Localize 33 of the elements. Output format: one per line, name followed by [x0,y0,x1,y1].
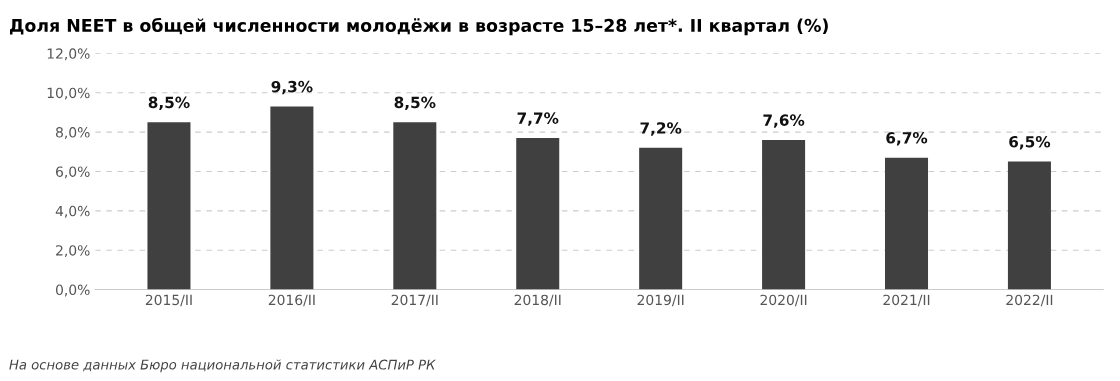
bar [639,147,683,290]
bar [1007,161,1051,290]
data-label: 7,6% [763,114,805,128]
bar [393,122,437,290]
y-tick-label: 4,0% [55,205,90,218]
data-label: 7,7% [517,112,559,126]
y-tick-label: 0,0% [55,284,90,297]
data-label: 9,3% [271,80,313,95]
bar [516,137,560,290]
chart-title: Доля NEET в общей численности молодёжи в возрасте 15–28 лет*. II квартал (%) [10,17,828,36]
x-tick-label: 2021/II [883,294,930,307]
bar [885,157,929,290]
bar [762,139,806,290]
y-tick-label: 6,0% [56,166,90,179]
x-tick-label: 2016/II [268,294,315,307]
x-tick-label: 2015/II [145,294,192,307]
x-tick-label: 2017/II [391,294,438,307]
y-tick-label: 10,0% [47,87,90,100]
x-tick-label: 2022/II [1006,294,1053,307]
bar [270,106,314,290]
y-tick-label: 2,0% [56,245,90,258]
data-label: 6,5% [1009,135,1051,150]
data-label: 8,5% [394,96,436,111]
x-tick-label: 2018/II [514,294,561,307]
text: На основе данных Бюро национальной статистики АСПиР РК [9,359,436,373]
data-label: 6,7% [886,132,928,146]
bar [147,122,191,290]
data-label: 8,5% [148,96,190,111]
data-label: 7,2% [640,122,682,136]
x-tick-label: 2020/II [760,294,807,307]
y-tick-label: 12,0% [47,48,90,61]
y-tick-label: 8,0% [56,127,90,139]
x-tick-label: 2019/II [637,294,684,307]
